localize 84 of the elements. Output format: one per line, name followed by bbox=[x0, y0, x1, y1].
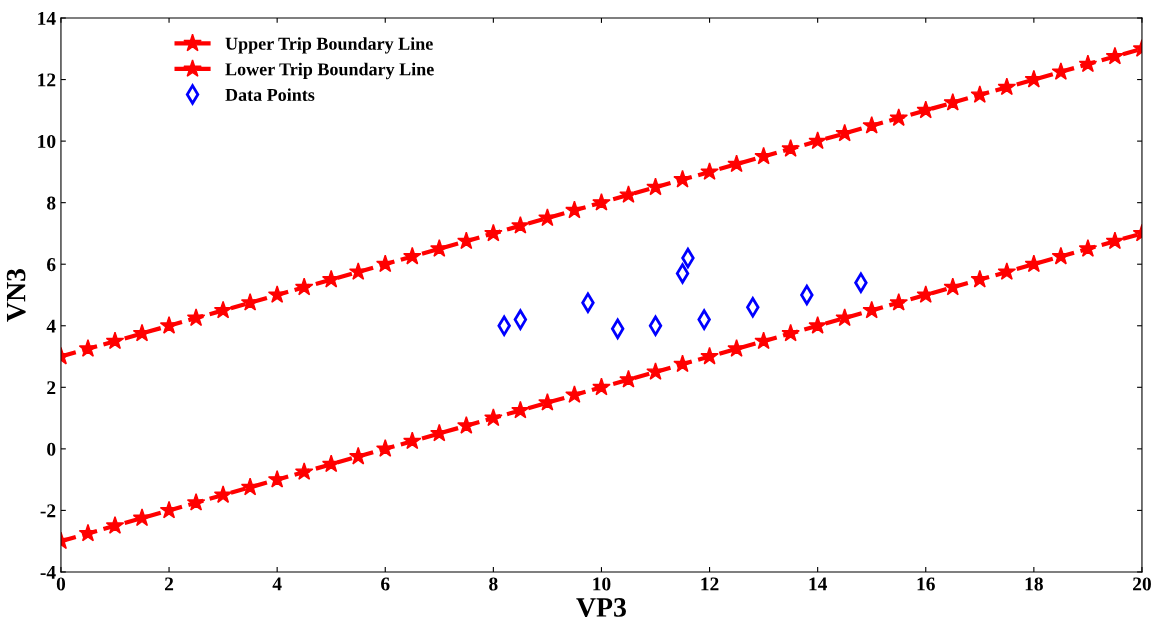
point bbox=[213, 300, 233, 319]
y-tick-label: 0 bbox=[47, 442, 56, 456]
y-tick-label: 8 bbox=[47, 196, 56, 210]
point bbox=[646, 177, 665, 196]
y-tick-label: 10 bbox=[38, 134, 56, 149]
point bbox=[808, 131, 827, 150]
point bbox=[889, 292, 909, 311]
point bbox=[1078, 54, 1098, 73]
point bbox=[186, 308, 206, 327]
point bbox=[916, 100, 936, 119]
point bbox=[375, 254, 395, 273]
point bbox=[1051, 246, 1071, 265]
y-tick-label: 12 bbox=[38, 73, 56, 87]
legend-label: Lower Trip Boundary Line bbox=[225, 62, 434, 80]
point bbox=[159, 500, 179, 519]
point bbox=[648, 315, 663, 336]
y-tick-label: 2 bbox=[47, 381, 56, 395]
point bbox=[105, 516, 125, 534]
point bbox=[105, 331, 125, 350]
point bbox=[78, 339, 98, 357]
point bbox=[673, 354, 692, 373]
point bbox=[375, 439, 395, 457]
point bbox=[513, 309, 528, 330]
point bbox=[321, 454, 341, 473]
y-axis-title: VN3 bbox=[6, 268, 26, 322]
point bbox=[997, 77, 1017, 96]
point bbox=[402, 431, 422, 450]
point bbox=[78, 523, 98, 542]
point bbox=[240, 477, 260, 496]
point bbox=[943, 277, 963, 296]
x-tick-label: 14 bbox=[809, 577, 828, 591]
point bbox=[1105, 46, 1125, 65]
point bbox=[673, 169, 692, 188]
point bbox=[943, 92, 963, 111]
point bbox=[132, 323, 152, 342]
x-tick-label: 6 bbox=[381, 577, 390, 591]
x-tick-label: 8 bbox=[489, 577, 498, 591]
y-tick-label: 4 bbox=[46, 319, 56, 333]
y-tick-label: -2 bbox=[40, 504, 56, 518]
point bbox=[916, 285, 936, 303]
point bbox=[889, 108, 909, 127]
point bbox=[997, 262, 1017, 280]
point bbox=[1078, 239, 1098, 257]
x-tick-label: 4 bbox=[272, 577, 282, 591]
point bbox=[348, 262, 368, 280]
point bbox=[754, 331, 773, 350]
point bbox=[808, 316, 827, 334]
x-tick-label: 18 bbox=[1025, 577, 1043, 591]
legend-label: Upper Trip Boundary Line bbox=[225, 37, 433, 54]
point bbox=[294, 277, 314, 296]
y-tick-label: -4 bbox=[40, 565, 56, 579]
x-axis-title: VP3 bbox=[576, 598, 626, 617]
point bbox=[970, 85, 990, 103]
point bbox=[700, 346, 719, 365]
x-tick-label: 20 bbox=[1133, 577, 1151, 591]
point bbox=[484, 223, 503, 242]
point bbox=[781, 139, 800, 157]
point bbox=[1024, 254, 1044, 273]
x-tick-label: 2 bbox=[165, 577, 174, 591]
point bbox=[186, 492, 206, 511]
point bbox=[700, 162, 719, 180]
point bbox=[321, 269, 341, 288]
point bbox=[484, 408, 503, 427]
point bbox=[348, 446, 368, 465]
point bbox=[511, 400, 530, 419]
point bbox=[294, 462, 314, 480]
point bbox=[675, 263, 690, 284]
x-tick-label: 16 bbox=[917, 577, 935, 591]
x-tick-label: 0 bbox=[56, 577, 66, 591]
x-tick-label: 10 bbox=[593, 577, 611, 591]
y-tick-label: 14 bbox=[38, 11, 56, 25]
point bbox=[511, 216, 530, 234]
point bbox=[132, 508, 152, 527]
x-tick-label: 12 bbox=[701, 577, 719, 591]
legend-label: Data Points bbox=[225, 88, 315, 101]
point bbox=[592, 377, 611, 396]
point bbox=[592, 192, 611, 211]
point bbox=[970, 269, 990, 288]
point bbox=[565, 200, 584, 219]
point bbox=[402, 246, 422, 265]
point bbox=[213, 485, 233, 504]
point bbox=[1105, 231, 1125, 250]
point bbox=[781, 323, 800, 342]
y-tick-label: 6 bbox=[47, 258, 56, 272]
